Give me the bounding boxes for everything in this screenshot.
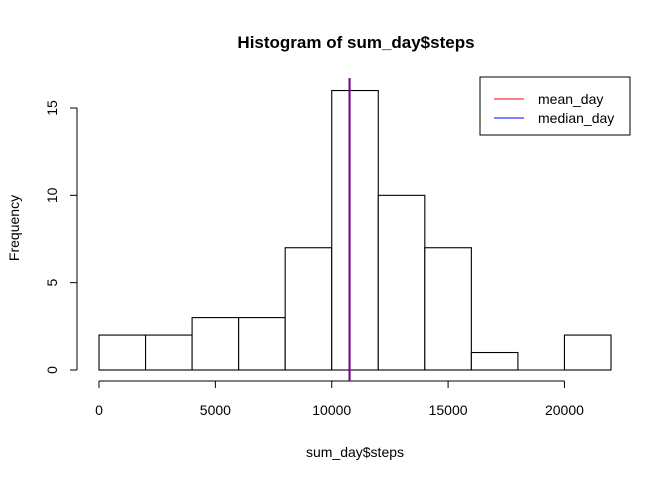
x-tick-label-1: 5000 [200,402,231,418]
histogram-bar-7 [424,247,472,371]
x-tick-label-3: 15000 [429,402,468,418]
y-tick-label-0: 0 [44,366,60,374]
y-tick-label-3: 15 [44,100,60,116]
histogram-bar-2 [191,317,240,371]
histogram-bar-10 [563,334,612,371]
histogram-bar-4 [284,247,333,371]
x-tick-label-4: 20000 [545,402,584,418]
y-tick-label-2: 10 [44,187,60,203]
histogram-bar-1 [144,334,193,371]
histogram-bars [98,89,612,371]
histogram-bar-8 [470,351,519,371]
y-axis: 0 5 10 15 [44,100,78,374]
legend-label-mean: mean_day [538,91,603,107]
histogram-bar-6 [377,194,426,371]
legend-label-median: median_day [538,110,614,126]
x-axis-label: sum_day$steps [306,444,404,460]
legend: mean_day median_day [479,76,631,136]
chart-title: Histogram of sum_day$steps [237,33,474,52]
x-tick-label-0: 0 [95,402,103,418]
histogram-bar-3 [238,317,286,371]
legend-box [479,76,631,136]
histogram-bar-5 [331,89,379,371]
histogram-bar-0 [98,334,147,371]
y-axis-label: Frequency [6,195,22,261]
x-axis: 0 5000 10000 15000 20000 [95,380,584,418]
y-tick-label-1: 5 [44,279,60,287]
x-tick-label-2: 10000 [312,402,351,418]
